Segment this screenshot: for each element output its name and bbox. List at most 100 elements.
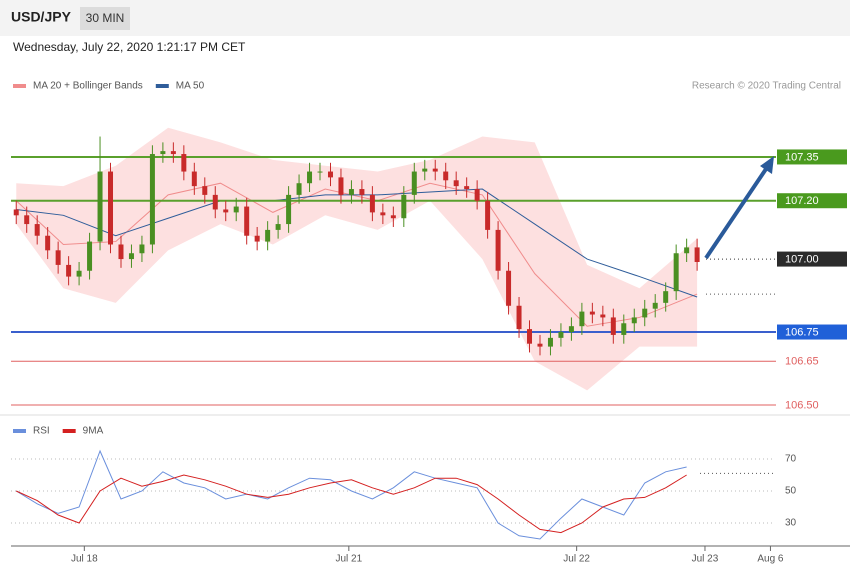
candle-body (275, 224, 281, 230)
candle-body (265, 229, 271, 242)
level-label: 107.35 (785, 151, 819, 163)
candle-body (286, 194, 292, 225)
candle-body (642, 308, 648, 318)
level-label: 106.50 (785, 399, 819, 411)
candle-body (663, 291, 669, 303)
candle-body (233, 206, 239, 213)
candle-body (568, 326, 574, 333)
rsi-line (15, 449, 687, 540)
level-label: 106.65 (785, 356, 819, 368)
level-box (777, 149, 847, 165)
candle-body (191, 171, 197, 187)
price-panel: MA 20 + Bollinger Bands MA 50 107.35 107.20… (11, 81, 847, 411)
candle-body (485, 200, 491, 230)
candle-body (170, 151, 176, 155)
x-tick-label: Jul 22 (563, 554, 590, 565)
candle-body (160, 151, 166, 155)
candle-body (181, 154, 187, 172)
arrow-head (760, 156, 774, 174)
x-tick-label: Jul 23 (692, 554, 719, 565)
candle-body (13, 209, 19, 216)
candle-body (516, 305, 522, 330)
legend-swatch (13, 429, 26, 433)
level-box (777, 193, 847, 209)
candle-body (443, 171, 449, 181)
level-label: 107.20 (785, 195, 819, 207)
legend-label: 9MA (83, 426, 104, 437)
x-tick-label: Aug 6 (757, 554, 784, 565)
x-tick-label: Jul 21 (335, 554, 362, 565)
candle-body (76, 270, 82, 277)
candle-body (589, 311, 595, 315)
candle-body (128, 253, 134, 260)
candle-body (673, 253, 679, 292)
candle-body (600, 314, 606, 318)
candle-body (579, 311, 585, 327)
candle-body (369, 194, 375, 213)
legend-label: MA 50 (176, 81, 205, 92)
candle-body (537, 343, 543, 347)
candle-body (45, 235, 51, 251)
candle-body (149, 154, 155, 245)
credit: Research © 2020 Trading Central (692, 81, 841, 92)
level-box (777, 324, 847, 340)
legend-swatch (62, 429, 76, 433)
candle-body (506, 270, 512, 306)
candle-body (327, 171, 333, 178)
candle-body (139, 244, 145, 254)
candle-body (97, 171, 103, 242)
candle-body (621, 323, 627, 335)
x-tick-label: Jul 18 (71, 554, 98, 565)
legend-swatch (155, 84, 169, 88)
symbol-title: USD/JPY (11, 9, 72, 25)
candle-body (359, 189, 365, 195)
candle-body (631, 317, 637, 324)
candle-body (108, 171, 114, 245)
candle-body (411, 171, 417, 195)
header-bar (0, 0, 850, 36)
rsi-line (16, 474, 687, 534)
candle-body (296, 183, 302, 195)
candle-body (202, 186, 208, 195)
timeframe-button[interactable] (80, 7, 130, 30)
candle-body (223, 209, 229, 213)
legend-label: MA 20 + Bollinger Bands (33, 81, 143, 92)
candle-body (244, 206, 250, 236)
candle-body (55, 250, 61, 265)
level-box (777, 251, 847, 267)
candle-body (87, 241, 93, 271)
candle-body (432, 168, 438, 172)
rsi-panel: RSI 9MA 70 50 30 Jul 18 Jul 21 Jul 22 Jul 23 Aug … (11, 426, 797, 565)
candle-body (66, 264, 72, 277)
candle-body (474, 189, 480, 201)
candle-body (527, 329, 533, 344)
candle-body (307, 171, 313, 184)
candle-body (495, 229, 501, 271)
candle-body (610, 317, 616, 335)
candle-body (118, 244, 124, 260)
timestamp: Wednesday, July 22, 2020 1:21:17 PM CET (13, 40, 246, 54)
candle-body (652, 302, 658, 309)
candle-body (338, 177, 344, 195)
level-label: 107.00 (785, 253, 819, 265)
candle-body (453, 180, 459, 187)
legend-swatch (13, 84, 26, 88)
candle-body (422, 168, 428, 172)
candle-body (34, 224, 40, 236)
candle-body (401, 194, 407, 219)
level-label: 106.75 (785, 326, 819, 338)
candle-body (212, 194, 218, 210)
forecast-arrow (704, 164, 770, 260)
candle-body (317, 171, 323, 173)
candle-body (254, 235, 260, 242)
candle-body (547, 337, 553, 347)
bollinger-band (16, 127, 698, 391)
candle-body (684, 247, 690, 254)
legend-label: RSI (33, 426, 50, 437)
candle-body (694, 247, 700, 262)
candle-body (24, 215, 30, 225)
y-tick-label: 50 (785, 486, 797, 497)
y-tick-label: 70 (785, 454, 797, 465)
